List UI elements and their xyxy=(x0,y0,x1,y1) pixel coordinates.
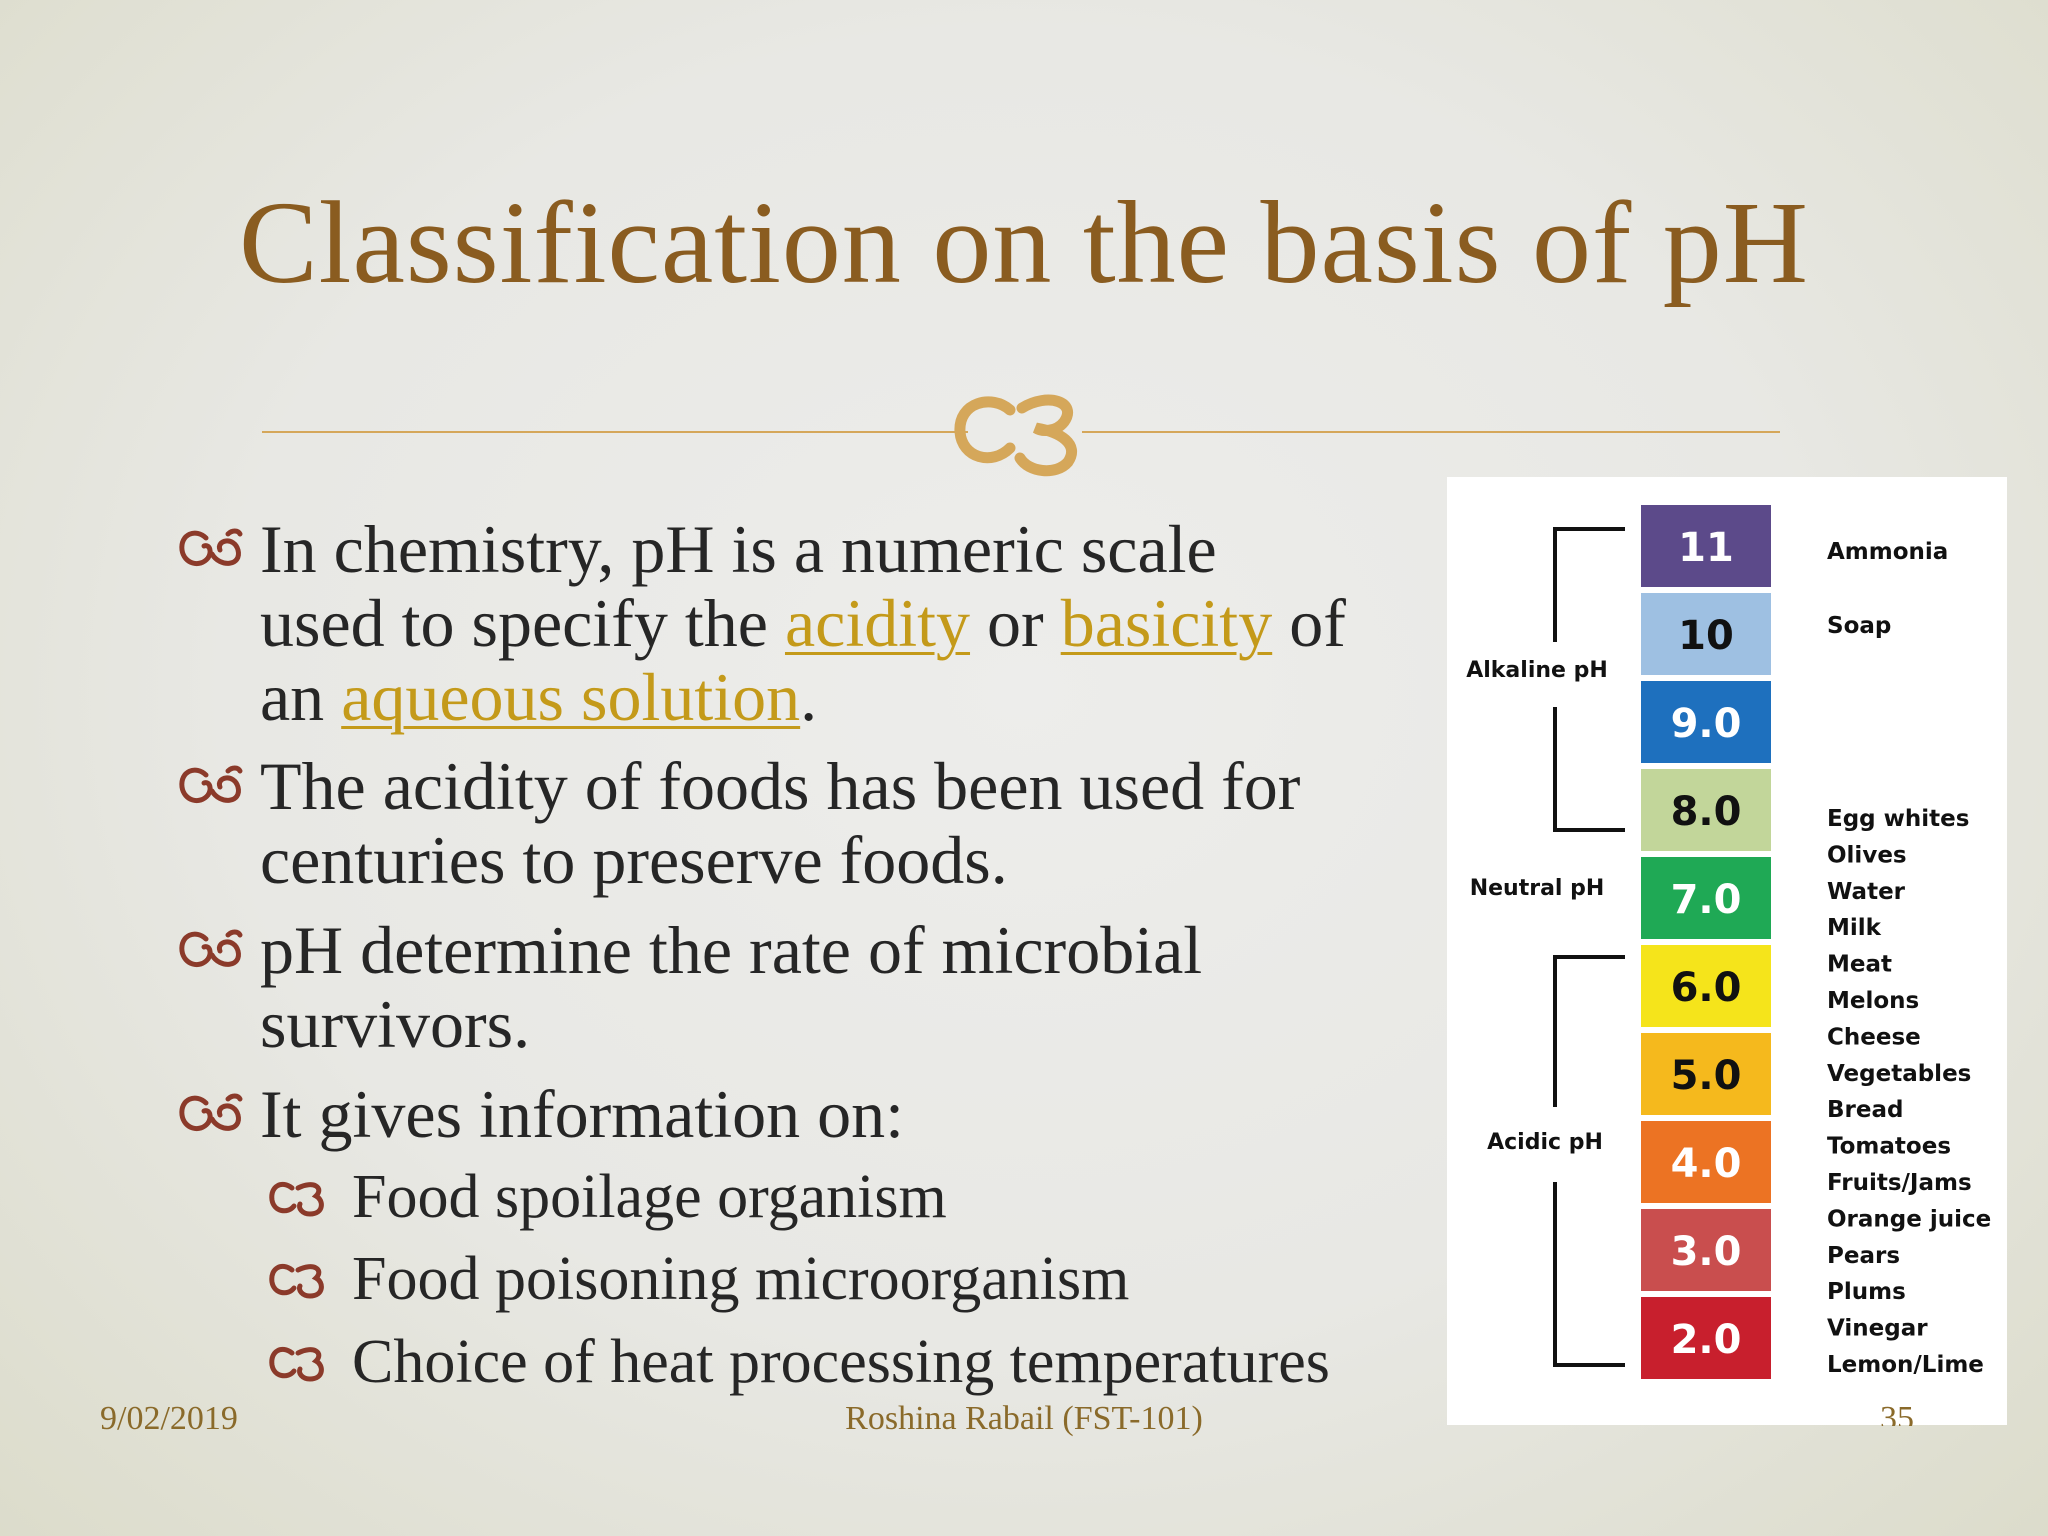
ph-example-label: Pears xyxy=(1827,1243,1900,1269)
bullet-text-run: The acidity of foods has been used for xyxy=(260,748,1301,824)
bullet-text-run: survivors. xyxy=(260,986,531,1062)
ph-block xyxy=(1641,945,1771,1027)
ph-example-label: Milk xyxy=(1827,915,1882,941)
alkaline-bracket-top xyxy=(1553,527,1625,642)
ph-group-label: Neutral pH xyxy=(1470,876,1605,901)
bullet-text: pH determine the rate of microbial surviv… xyxy=(260,913,1202,1061)
sub-bullet-text: Food poisoning microorganism xyxy=(352,1245,1130,1313)
bullet-line: centuries to preserve foods. xyxy=(260,823,1300,897)
bullet-text: The acidity of foods has been used for ce… xyxy=(260,749,1300,897)
ph-example-label: Tomatoes xyxy=(1827,1134,1951,1160)
ph-value-label: 9.0 xyxy=(1671,701,1742,747)
term-link[interactable]: acidity xyxy=(784,585,971,661)
ph-value-label: 10 xyxy=(1678,613,1734,659)
ph-block xyxy=(1641,1297,1771,1379)
ph-example-label: Orange juice xyxy=(1827,1206,1991,1232)
ph-group-label: Alkaline pH xyxy=(1466,658,1608,683)
ph-value-label: 3.0 xyxy=(1671,1229,1742,1275)
swirl-bullet-icon xyxy=(269,1264,324,1299)
bullet-text-run: In chemistry, pH is a numeric scale xyxy=(260,511,1217,587)
footer-author: Roshina Rabail (FST-101) xyxy=(845,1400,1203,1437)
ph-example-label: Cheese xyxy=(1827,1024,1921,1050)
bullet-line: survivors. xyxy=(260,987,1202,1061)
bullet-text: It gives information on: xyxy=(260,1077,904,1151)
ph-example-label: Egg whites xyxy=(1827,806,1969,832)
slide-number: 35 xyxy=(1880,1400,1914,1426)
ph-block xyxy=(1641,769,1771,851)
sub-bullet-text: Food spoilage organism xyxy=(352,1163,947,1231)
term-link[interactable]: basicity xyxy=(1060,585,1273,661)
ph-example-label: Fruits/Jams xyxy=(1827,1170,1972,1196)
footer-date: 9/02/2019 xyxy=(100,1400,238,1437)
ph-block xyxy=(1641,1033,1771,1115)
ph-example-label: Plums xyxy=(1827,1279,1906,1305)
ph-block xyxy=(1641,505,1771,587)
curl-bullet-icon xyxy=(179,528,243,567)
ph-block xyxy=(1641,1209,1771,1291)
bullet-line: pH determine the rate of microbial xyxy=(260,913,1202,987)
title-divider-left xyxy=(262,431,968,433)
bullet-text-run: an xyxy=(260,659,342,735)
bullet-text-run: used to specify the xyxy=(260,585,785,661)
ph-example-label: Ammonia xyxy=(1827,539,1948,565)
alkaline-bracket-bottom xyxy=(1553,707,1625,832)
ph-example-label: Water xyxy=(1827,879,1906,905)
ph-value-label: 11 xyxy=(1678,525,1734,571)
ph-value-label: 7.0 xyxy=(1671,877,1742,923)
ph-block xyxy=(1641,1121,1771,1203)
bullet-line: It gives information on: xyxy=(260,1077,904,1151)
bullet-line: In chemistry, pH is a numeric scale xyxy=(260,512,1346,586)
ph-block xyxy=(1641,857,1771,939)
slide-title: Classification on the basis of pH xyxy=(238,177,1810,308)
bullet-text: In chemistry, pH is a numeric scale used … xyxy=(260,512,1346,734)
sub-bullet-text: Choice of heat processing temperatures xyxy=(352,1328,1330,1396)
acidic-bracket-top xyxy=(1553,955,1625,1107)
bullet-text-run: It gives information on: xyxy=(260,1076,905,1152)
curl-bullet-icon xyxy=(179,765,243,804)
ph-example-label: Lemon/Lime xyxy=(1827,1352,1984,1378)
ph-group-label: Acidic pH xyxy=(1487,1130,1603,1155)
curl-bullet-icon xyxy=(179,1093,243,1132)
bullet-text-run: of xyxy=(1272,585,1346,661)
bullet-text-run: centuries to preserve foods. xyxy=(260,822,1008,898)
bullet-text-run: . xyxy=(800,659,818,735)
ph-value-label: 2.0 xyxy=(1671,1317,1742,1363)
ph-example-label: Olives xyxy=(1827,842,1907,868)
ph-example-label: Bread xyxy=(1827,1097,1903,1123)
term-link[interactable]: aqueous solution xyxy=(341,659,801,735)
bullet-line: used to specify the acidity or basicity … xyxy=(260,586,1346,660)
ph-example-label: Meat xyxy=(1827,952,1892,978)
ph-value-label: 8.0 xyxy=(1671,789,1742,835)
bullet-text-run: or xyxy=(970,585,1061,661)
swirl-bullet-icon xyxy=(269,1182,324,1217)
ph-example-label: Vegetables xyxy=(1827,1061,1971,1087)
curl-bullet-icon xyxy=(179,929,243,968)
curl-ornament-icon xyxy=(954,394,1078,477)
bullet-text-run: pH determine the rate of microbial xyxy=(260,912,1203,988)
ph-block xyxy=(1641,681,1771,763)
ph-value-label: 4.0 xyxy=(1671,1141,1742,1187)
ph-example-label: Melons xyxy=(1827,988,1919,1014)
ph-block xyxy=(1641,593,1771,675)
swirl-bullet-icon xyxy=(269,1347,324,1382)
ph-example-label: Soap xyxy=(1827,613,1891,639)
ph-value-label: 6.0 xyxy=(1671,965,1742,1011)
acidic-bracket-bottom xyxy=(1553,1182,1625,1367)
bullet-line: an aqueous solution. xyxy=(260,660,1346,734)
ph-example-label: Vinegar xyxy=(1827,1316,1928,1342)
ph-value-label: 5.0 xyxy=(1671,1053,1742,1099)
bullet-line: The acidity of foods has been used for xyxy=(260,749,1300,823)
ph-scale-chart: 11 10 9.0 8.0 7.0 6.0 5.0 4.0 3.0 2.0 Alkaline pH N… xyxy=(1447,477,2007,1425)
title-divider-right xyxy=(1082,431,1780,433)
